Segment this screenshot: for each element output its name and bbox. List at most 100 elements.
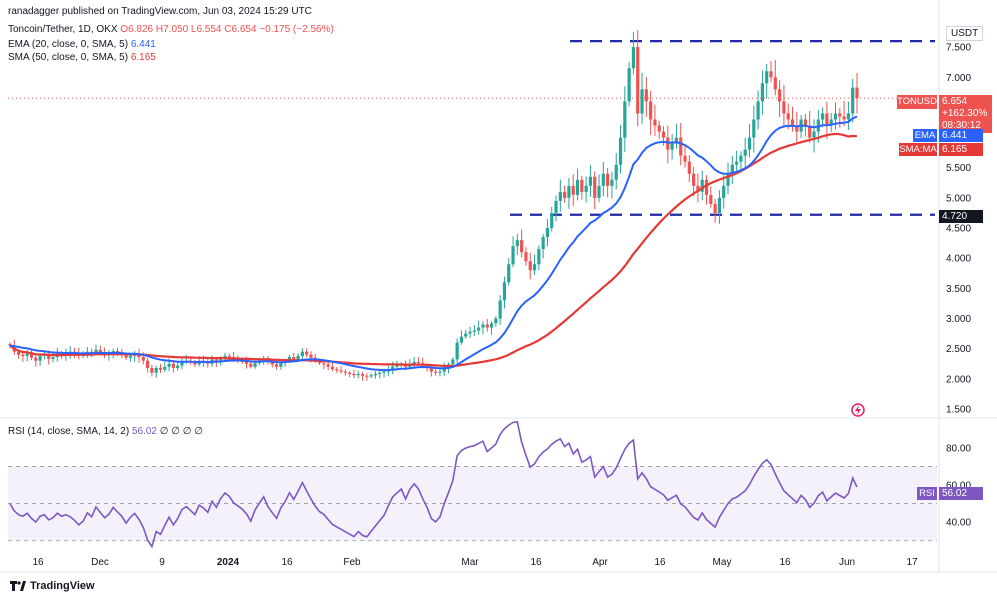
candle-body: [528, 261, 532, 271]
time-axis-label: Apr: [592, 557, 608, 568]
candle-body: [520, 240, 524, 253]
candle-body: [786, 113, 790, 120]
candle-body: [348, 372, 352, 374]
tradingview-logo-icon: [10, 581, 26, 591]
price-tag-value: 6.654: [942, 96, 968, 107]
alert-bolt-icon: [851, 403, 865, 417]
candle-body: [253, 363, 257, 367]
candle-body: [550, 212, 554, 229]
candle-body: [709, 194, 713, 204]
tradingview-brand[interactable]: TradingView: [10, 580, 95, 592]
candle-body: [335, 369, 339, 371]
candle-body: [842, 116, 846, 120]
candle-body: [8, 344, 12, 346]
candle-body: [851, 87, 855, 114]
candle-body: [558, 191, 562, 201]
candle-body: [829, 119, 833, 126]
candle-body: [537, 249, 541, 265]
rsi-axis-label: 60.00: [946, 481, 971, 492]
candle-body: [782, 101, 786, 114]
candle-body: [214, 359, 218, 362]
candle-body: [270, 361, 274, 365]
candle-body: [812, 131, 816, 138]
candle-body: [472, 330, 476, 332]
candle-body: [593, 176, 597, 198]
candle-body: [167, 363, 171, 367]
time-axis-label: Feb: [343, 557, 361, 568]
price-axis-label: 4.000: [946, 254, 971, 265]
candle-body: [145, 360, 150, 368]
price-axis-label: 2.500: [946, 344, 971, 355]
price-axis-label: 5.000: [946, 193, 971, 204]
candle-body: [128, 355, 132, 358]
candle-body: [158, 367, 163, 370]
candle-body: [614, 164, 618, 180]
sma-legend[interactable]: SMA (50, close, 0, SMA, 5) 6.165: [8, 52, 156, 64]
candle-body: [769, 71, 773, 78]
price-axis-label: 3.500: [946, 284, 971, 295]
candle-body: [747, 137, 752, 150]
support-level-tag: 4.720: [939, 210, 983, 223]
candle-body: [429, 367, 433, 372]
price-axis-label: 4.500: [946, 224, 971, 235]
candle-body: [16, 351, 21, 355]
candle-body: [575, 179, 580, 195]
candle-body: [489, 323, 494, 328]
candle-body: [494, 318, 498, 324]
candle-body: [356, 373, 360, 376]
candle-body: [692, 173, 696, 186]
candle-body: [666, 137, 670, 150]
candle-body: [657, 125, 661, 132]
currency-label[interactable]: USDT: [946, 26, 984, 41]
price-axis-label: 7.000: [946, 73, 971, 84]
candle-body: [373, 373, 378, 376]
price-axis-label: 7.500: [946, 43, 971, 54]
candle-body: [821, 113, 825, 120]
price-tag: 6.654 +162.30% 08:30:12: [939, 95, 992, 133]
ohlc-values: O6.826 H7.050 L6.554 C6.654 −0.175 (−2.5…: [120, 24, 334, 35]
candle-body: [193, 362, 197, 365]
candle-body: [352, 373, 356, 376]
candle-body: [94, 349, 98, 354]
candle-body: [502, 282, 507, 301]
candle-body: [171, 363, 175, 368]
candle-body: [38, 355, 42, 361]
candle-body: [468, 331, 472, 334]
candle-body: [683, 155, 687, 162]
price-axis-label: 1.500: [946, 404, 971, 415]
candle-body: [150, 367, 154, 373]
candle-body: [636, 47, 640, 114]
candle-body: [219, 358, 223, 362]
price-tag-change: +162.30%: [942, 108, 988, 119]
candle-body: [309, 354, 313, 358]
candle-body: [25, 353, 29, 356]
candle-body: [451, 359, 455, 365]
candle-body: [124, 354, 128, 358]
rsi-legend[interactable]: RSI (14, close, SMA, 14, 2) 56.02 ∅ ∅ ∅ …: [8, 426, 203, 438]
candle-body: [464, 333, 468, 337]
candle-body: [554, 200, 558, 213]
ema-20-line: [9, 115, 858, 372]
candle-body: [455, 342, 459, 360]
candle-body: [305, 351, 309, 355]
candle-body: [756, 101, 760, 120]
candle-body: [274, 364, 279, 367]
price-axis-label: 5.500: [946, 163, 971, 174]
candle-body: [743, 149, 747, 156]
candle-body: [588, 176, 593, 186]
rsi-legend-value: 56.02: [131, 426, 157, 437]
candle-body: [726, 173, 730, 186]
candle-body: [532, 264, 537, 271]
candle-body: [760, 83, 765, 102]
candle-body: [601, 173, 605, 186]
candle-body: [343, 371, 347, 373]
ema-legend[interactable]: EMA (20, close, 0, SMA, 5) 6.441: [8, 39, 156, 51]
tradingview-brand-text: TradingView: [30, 580, 95, 592]
candle-body: [627, 68, 631, 102]
candle-body: [838, 113, 842, 117]
ema-tag-name: EMA: [913, 129, 937, 142]
sma-50-line: [9, 132, 858, 368]
candle-body: [623, 101, 627, 138]
candle-body: [765, 71, 769, 84]
